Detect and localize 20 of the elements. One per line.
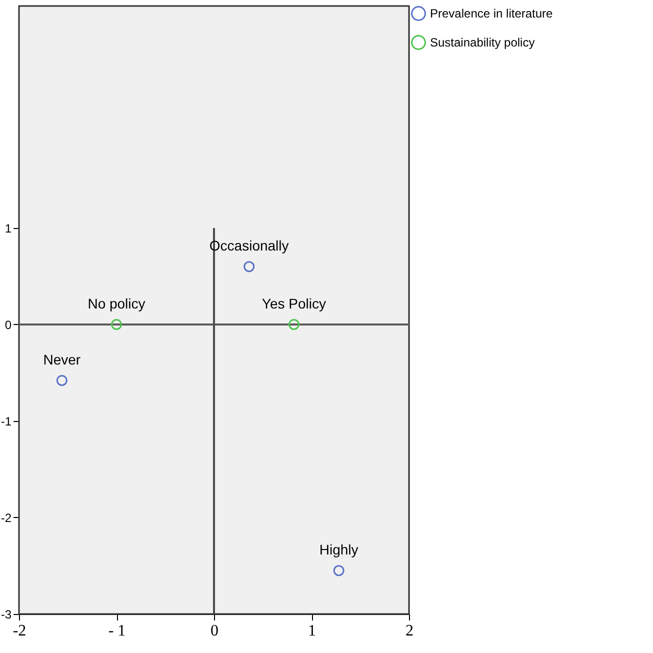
y-tick-label: 0 <box>4 318 12 332</box>
y-tick-label: 1 <box>4 221 12 236</box>
point <box>244 261 255 272</box>
point <box>333 565 344 576</box>
point <box>288 318 300 330</box>
point <box>56 374 68 386</box>
annotation: No policy <box>88 295 146 312</box>
legend-label: Prevalence in literature <box>430 6 554 20</box>
annotation: Yes Policy <box>262 295 326 312</box>
y-tick-label: -1 <box>0 414 12 428</box>
annotation: Highly <box>319 542 358 558</box>
y-tick-label: -2 <box>0 510 12 525</box>
legend-label: Sustainability policy <box>430 36 535 50</box>
annotation: Never <box>43 351 81 368</box>
x-tick-label: 1 <box>308 622 316 640</box>
y-tick-label: -3 <box>0 608 12 622</box>
point <box>111 318 122 330</box>
x-tick-label: - 1 <box>108 622 126 640</box>
x-tick-label: 2 <box>406 622 414 640</box>
x-tick-label: 0 <box>210 622 218 640</box>
